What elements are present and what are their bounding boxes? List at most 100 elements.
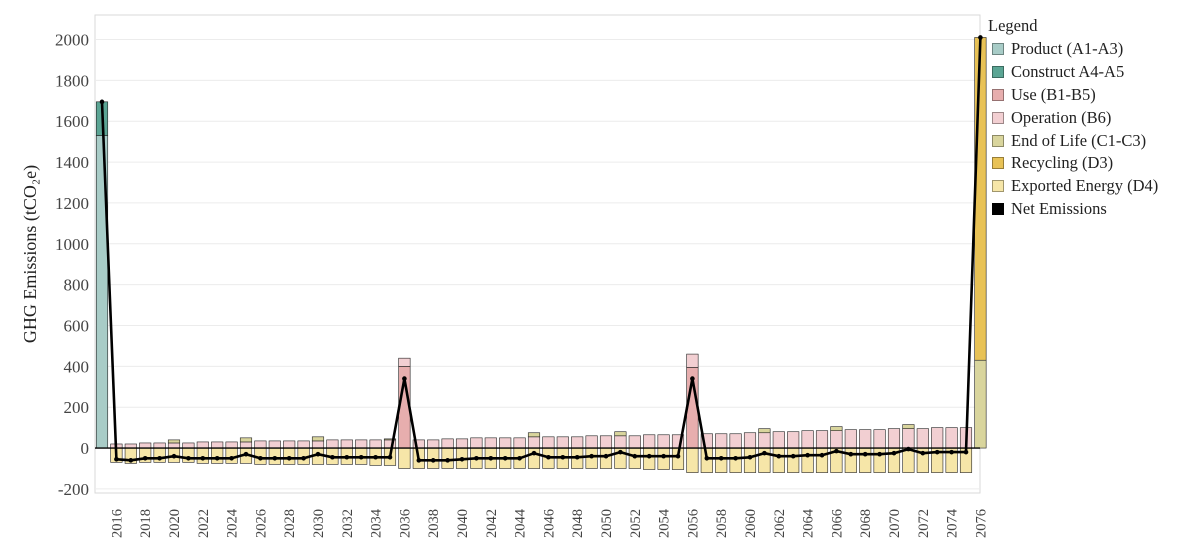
legend-item-exported: Exported Energy (D4)	[988, 175, 1158, 198]
legend-label: Operation (B6)	[1011, 107, 1112, 127]
bar-operation	[297, 440, 310, 449]
bar-exported	[398, 447, 411, 469]
x-tick-label: 2072	[916, 509, 932, 538]
x-tick-label: 2048	[570, 509, 586, 538]
x-tick-label: 2058	[714, 509, 730, 538]
bar-exported	[225, 447, 238, 464]
net-emissions-point	[877, 451, 882, 457]
y-tick-label: 1000	[55, 235, 89, 254]
bar-eol	[614, 431, 627, 437]
net-emissions-point	[214, 455, 220, 461]
net-emissions-point	[646, 453, 652, 459]
net-emissions-point	[531, 450, 537, 456]
y-tick-label: 400	[64, 357, 90, 376]
bar-operation	[239, 441, 253, 449]
bar-operation	[499, 437, 512, 449]
bar-operation	[326, 439, 339, 449]
bar-operation	[815, 430, 829, 449]
legend-swatch	[992, 157, 1004, 170]
bar-operation	[902, 428, 915, 449]
x-tick-label: 2030	[311, 509, 327, 538]
legend-title: Legend	[988, 16, 1038, 35]
legend: Legend Product (A1-A3) Construct A4-A5 Use…	[988, 16, 1158, 220]
x-tick-label: 2056	[685, 509, 701, 538]
x-tick-label: 2076	[973, 509, 989, 538]
y-tick-label: 1600	[55, 112, 89, 131]
bar-exported	[743, 447, 757, 473]
bar-operation	[311, 440, 325, 449]
net-emissions-point	[445, 458, 450, 463]
bar-operation	[715, 433, 728, 449]
legend-swatch	[992, 180, 1004, 193]
x-tick-label: 2032	[340, 509, 356, 538]
net-emissions-point	[430, 458, 436, 463]
net-emissions-point	[301, 455, 306, 461]
bar-operation	[585, 435, 598, 449]
legend-swatch	[992, 66, 1004, 79]
x-tick-label: 2034	[369, 508, 385, 538]
y-axis-label: GHG Emissions (tCO₂e)	[20, 165, 41, 343]
net-emissions-point	[402, 376, 407, 381]
bar-operation	[844, 429, 857, 449]
x-tick-label: 2020	[167, 509, 183, 538]
net-emissions-point	[862, 451, 868, 457]
x-tick-label: 2070	[887, 509, 903, 538]
x-tick-label: 2026	[253, 509, 269, 538]
net-emissions-point	[286, 455, 292, 461]
net-emissions-point	[272, 455, 278, 461]
net-emissions-point	[675, 453, 681, 459]
bar-operation	[556, 436, 569, 449]
bar-operation	[527, 436, 541, 449]
x-tick-label: 2062	[772, 509, 788, 538]
net-emissions-point	[258, 455, 263, 461]
net-emissions-point	[474, 455, 479, 461]
bar-eol	[383, 438, 397, 441]
bar-operation	[758, 432, 771, 449]
x-tick-label: 2052	[628, 509, 644, 538]
legend-item-operation: Operation (B6)	[988, 106, 1158, 129]
x-tick-label: 2040	[455, 509, 471, 538]
net-emissions-point	[229, 455, 234, 461]
legend-item-recycling: Recycling (D3)	[988, 152, 1158, 175]
net-emissions-point	[574, 454, 580, 460]
net-emissions-point	[243, 451, 249, 457]
legend-item-eol: End of Life (C1-C3)	[988, 129, 1158, 152]
legend-swatch	[992, 202, 1004, 215]
plot-area	[94, 14, 981, 494]
net-emissions-point	[114, 456, 119, 462]
bar-operation	[182, 442, 195, 449]
bar-operation	[340, 439, 353, 449]
net-emissions-point	[344, 454, 350, 460]
y-tick-label: 600	[64, 316, 90, 335]
x-tick-label: 2044	[513, 508, 529, 538]
bar-operation	[153, 442, 166, 449]
y-tick-label: 200	[64, 398, 90, 417]
legend-label: Construct A4-A5	[1011, 62, 1125, 82]
bar-exported	[873, 447, 886, 473]
bar-recycling	[974, 37, 987, 361]
bar-operation	[470, 437, 483, 449]
bar-exported	[815, 447, 829, 473]
net-emissions-point	[819, 452, 825, 458]
net-emissions-point	[142, 455, 148, 461]
net-emissions-point	[358, 454, 364, 460]
bar-operation	[887, 428, 901, 449]
bar-operation	[484, 437, 497, 449]
legend-item-product: Product (A1-A3)	[988, 38, 1158, 61]
bar-exported	[844, 447, 857, 473]
legend-label: Net Emissions	[1011, 198, 1107, 218]
x-tick-label: 2024	[225, 508, 241, 538]
net-emissions-point	[200, 455, 206, 461]
legend-label: Exported Energy (D4)	[1011, 176, 1159, 196]
net-emissions-point	[589, 453, 594, 459]
x-tick-label: 2016	[109, 509, 125, 538]
legend-label: Recycling (D3)	[1011, 153, 1114, 173]
net-emissions-point	[704, 455, 710, 461]
x-tick-label: 2022	[196, 509, 212, 538]
y-tick-label: 800	[64, 276, 90, 295]
bar-operation	[542, 436, 555, 449]
x-tick-label: 2066	[829, 509, 845, 538]
bar-operation	[225, 441, 238, 449]
net-emissions-point	[949, 449, 954, 455]
